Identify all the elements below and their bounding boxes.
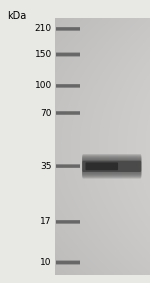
Bar [56, 27, 80, 31]
FancyBboxPatch shape [82, 161, 141, 172]
Bar [56, 112, 80, 114]
Bar [56, 27, 80, 31]
Bar [56, 112, 80, 115]
Bar [56, 165, 80, 168]
Text: 10: 10 [40, 258, 52, 267]
FancyBboxPatch shape [82, 154, 141, 179]
Text: 17: 17 [40, 217, 52, 226]
FancyBboxPatch shape [85, 162, 118, 170]
FancyBboxPatch shape [82, 155, 141, 177]
Bar [56, 112, 80, 114]
Bar [56, 84, 80, 87]
Bar [56, 220, 80, 224]
FancyBboxPatch shape [82, 156, 141, 176]
FancyBboxPatch shape [82, 160, 141, 173]
Text: 150: 150 [34, 50, 52, 59]
FancyBboxPatch shape [82, 159, 141, 174]
Bar [56, 164, 80, 168]
Bar [56, 85, 80, 87]
Bar [56, 220, 80, 224]
Bar [56, 53, 80, 56]
Bar [56, 262, 80, 263]
Bar [56, 261, 80, 264]
Bar [56, 85, 80, 87]
Bar [56, 261, 80, 264]
Bar [56, 27, 80, 30]
Bar [56, 221, 80, 223]
Bar [56, 165, 80, 168]
Bar [56, 261, 80, 264]
Bar [56, 221, 80, 223]
Text: kDa: kDa [8, 11, 27, 21]
Bar [56, 54, 80, 55]
Bar [56, 53, 80, 56]
Bar [56, 261, 80, 264]
FancyBboxPatch shape [82, 161, 141, 171]
Bar [56, 28, 80, 29]
Bar [56, 111, 80, 115]
Bar [56, 111, 80, 115]
Bar [56, 27, 80, 30]
Bar [56, 27, 80, 30]
Bar [56, 53, 80, 56]
Bar [56, 27, 80, 30]
Bar [56, 165, 80, 168]
Bar [56, 84, 80, 87]
Text: 210: 210 [35, 24, 52, 33]
Text: 70: 70 [40, 109, 52, 117]
Bar [56, 220, 80, 223]
Bar [56, 53, 80, 56]
FancyBboxPatch shape [82, 158, 141, 175]
Bar [56, 166, 80, 167]
Bar [56, 260, 80, 265]
Bar [56, 83, 80, 88]
Bar [56, 164, 80, 168]
Bar [56, 261, 80, 264]
Bar [56, 112, 80, 114]
Bar [56, 112, 80, 114]
Text: 100: 100 [34, 81, 52, 90]
Bar [56, 53, 80, 56]
Bar [56, 84, 80, 87]
Bar [56, 85, 80, 87]
Bar [56, 52, 80, 57]
Bar [56, 220, 80, 224]
Bar [56, 221, 80, 223]
Text: 35: 35 [40, 162, 52, 171]
Bar [56, 165, 80, 168]
